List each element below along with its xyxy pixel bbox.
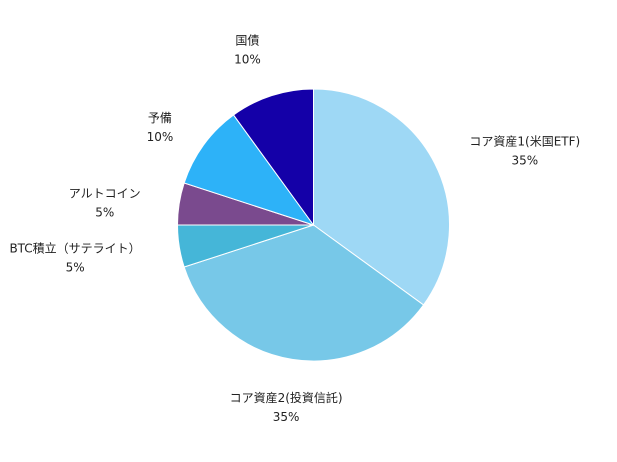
slice-percent-5: 10%: [147, 130, 174, 144]
pie-slice-1: [313, 88, 450, 306]
slice-label-5: 予備: [148, 110, 172, 125]
slice-label-1: コア資産1(米国ETF): [469, 134, 580, 149]
slice-label-4: アルトコイン: [69, 187, 141, 201]
slice-label-6: 国債: [235, 33, 259, 48]
pie-labels: コア資産1(米国ETF) 35% コア資産2(投資信託) 35% BTC積立（サテライト…: [9, 33, 580, 424]
slice-percent-3: 5%: [66, 260, 85, 274]
slice-label-2: コア資産2(投資信託): [230, 390, 343, 405]
slice-percent-4: 5%: [95, 206, 114, 220]
pie-slice-5: [183, 114, 315, 226]
slice-percent-1: 35%: [511, 154, 538, 168]
pie-slice-2: [183, 224, 425, 362]
slice-label-3: BTC積立（サテライト）: [9, 240, 140, 255]
slice-percent-6: 10%: [234, 53, 261, 67]
slice-percent-2: 35%: [273, 410, 300, 424]
pie-slice-6: [232, 88, 314, 227]
pie-slices: [176, 88, 450, 362]
